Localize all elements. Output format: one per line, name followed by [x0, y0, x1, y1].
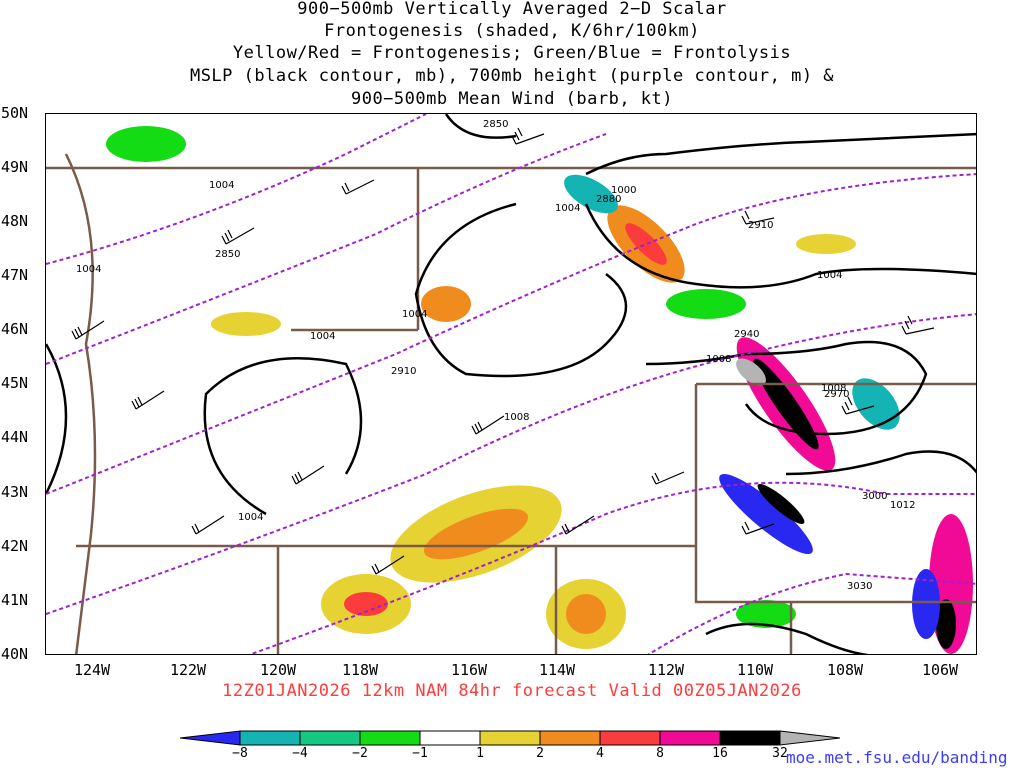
- colorbar-tick-label: 1: [476, 746, 484, 761]
- mslp-label: 1008: [706, 354, 731, 365]
- mslp-label: 1004: [76, 264, 101, 275]
- lat-label: 48N: [1, 212, 29, 230]
- height-label: 2910: [391, 366, 416, 377]
- mslp-label: 1004: [402, 309, 427, 320]
- mslp-label: 1008: [821, 383, 846, 394]
- state-borders: [46, 153, 976, 654]
- map-title-line-1: 900−500mb Vertically Averaged 2−D Scalar: [297, 0, 727, 19]
- lat-label: 41N: [1, 591, 29, 609]
- wind-barbs: [71, 127, 935, 575]
- colorbar-segment: [599, 730, 661, 746]
- map-panel: 1004 1004 1004 1004 1004 1000 1004 1008 …: [45, 113, 977, 655]
- colorbar-segment: [539, 730, 601, 746]
- colorbar-tick-label: 2: [536, 746, 544, 761]
- map-canvas: 1004 1004 1004 1004 1004 1000 1004 1008 …: [46, 114, 976, 654]
- height-label: 3000: [862, 491, 887, 502]
- mslp-label: 1004: [817, 270, 842, 281]
- colorbar-segment: [419, 730, 481, 746]
- lon-label: 122W: [169, 661, 207, 679]
- height-label: 2970: [824, 389, 849, 400]
- height-contours: [46, 114, 976, 654]
- height-label: 2850: [483, 119, 508, 130]
- mslp-contours: [46, 114, 976, 654]
- colorbar-tick-label: 16: [712, 746, 728, 761]
- map-title-line-2: Frontogenesis (shaded, K/6hr/100km): [324, 21, 700, 41]
- lon-label: 120W: [259, 661, 297, 679]
- forecast-valid-time: 12Z01JAN2026 12km NAM 84hr forecast Vali…: [222, 681, 802, 701]
- lat-label: 47N: [1, 266, 29, 284]
- colorbar-segment: [719, 730, 781, 746]
- lon-label: 106W: [921, 661, 959, 679]
- lon-label: 116W: [450, 661, 488, 679]
- credit-url[interactable]: moe.met.fsu.edu/banding: [786, 748, 1008, 767]
- mslp-label: 1004: [238, 512, 263, 523]
- colorbar-segment: [299, 730, 361, 746]
- map-title-line-3: Yellow/Red = Frontogenesis; Green/Blue =…: [232, 43, 792, 63]
- contour-labels: 1004 1004 1004 1004 1004 1000 1004 1008 …: [76, 119, 915, 592]
- colorbar-segment: [239, 730, 301, 746]
- map-title-line-5: 900−500mb Mean Wind (barb, kt): [350, 89, 674, 109]
- lon-label: 114W: [538, 661, 576, 679]
- lat-label: 45N: [1, 374, 29, 392]
- colorbar-tick-label: −4: [292, 746, 308, 761]
- colorbar-tick-label: 32: [772, 746, 788, 761]
- lat-label: 50N: [1, 104, 29, 122]
- lat-label: 49N: [1, 158, 29, 176]
- colorbar-segment: [659, 730, 721, 746]
- colorbar-tick-label: 8: [656, 746, 664, 761]
- mslp-label: 1004: [209, 180, 234, 191]
- colorbar: [180, 730, 840, 746]
- colorbar-tick-label: −2: [352, 746, 368, 761]
- colorbar-segment: [359, 730, 421, 746]
- mslp-label: 1004: [310, 331, 335, 342]
- colorbar-tick-label: 4: [596, 746, 604, 761]
- lon-label: 118W: [341, 661, 379, 679]
- lat-label: 43N: [1, 483, 29, 501]
- colorbar-tick-label: −8: [232, 746, 248, 761]
- lat-label: 40N: [1, 645, 29, 663]
- lon-label: 108W: [826, 661, 864, 679]
- height-label: 2940: [734, 329, 759, 340]
- height-label: 2850: [215, 249, 240, 260]
- height-label: 2880: [596, 194, 621, 205]
- lon-label: 124W: [73, 661, 111, 679]
- height-label: 2910: [748, 220, 773, 231]
- lat-label: 44N: [1, 428, 29, 446]
- colorbar-segment: [180, 730, 241, 746]
- lon-label: 112W: [647, 661, 685, 679]
- colorbar-segment: [479, 730, 541, 746]
- lat-label: 42N: [1, 537, 29, 555]
- frontogenesis-shading: [106, 126, 973, 654]
- colorbar-tick-label: −1: [412, 746, 428, 761]
- colorbar-segment: [779, 730, 840, 746]
- lon-label: 110W: [736, 661, 774, 679]
- mslp-label: 1012: [890, 500, 915, 511]
- lat-label: 46N: [1, 320, 29, 338]
- mslp-label: 1000: [611, 185, 636, 196]
- mslp-label: 1008: [504, 412, 529, 423]
- mslp-label: 1004: [555, 203, 580, 214]
- height-label: 3030: [847, 581, 872, 592]
- map-title-line-4: MSLP (black contour, mb), 700mb height (…: [189, 66, 835, 86]
